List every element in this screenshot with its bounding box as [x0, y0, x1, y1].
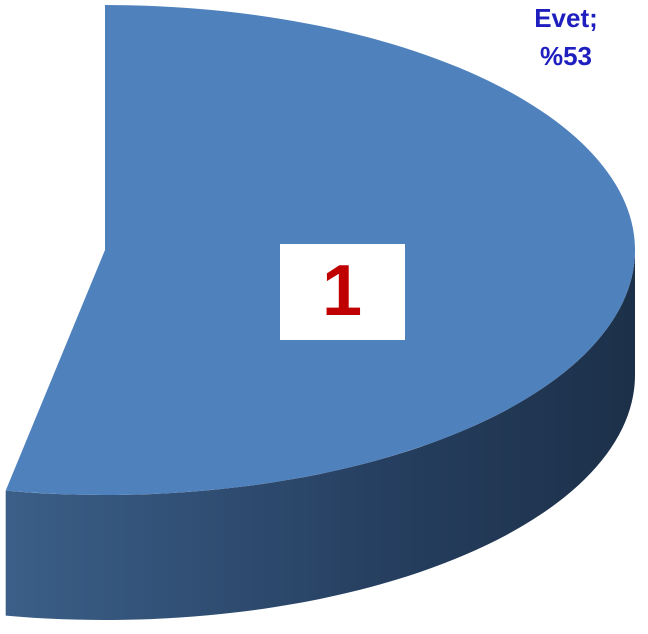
- annotation: 1: [322, 251, 362, 331]
- slice-value-label: %53: [540, 41, 592, 71]
- slice-wall: [5, 250, 635, 621]
- annotation-box: [280, 244, 405, 340]
- slice-label: Evet;: [534, 3, 598, 33]
